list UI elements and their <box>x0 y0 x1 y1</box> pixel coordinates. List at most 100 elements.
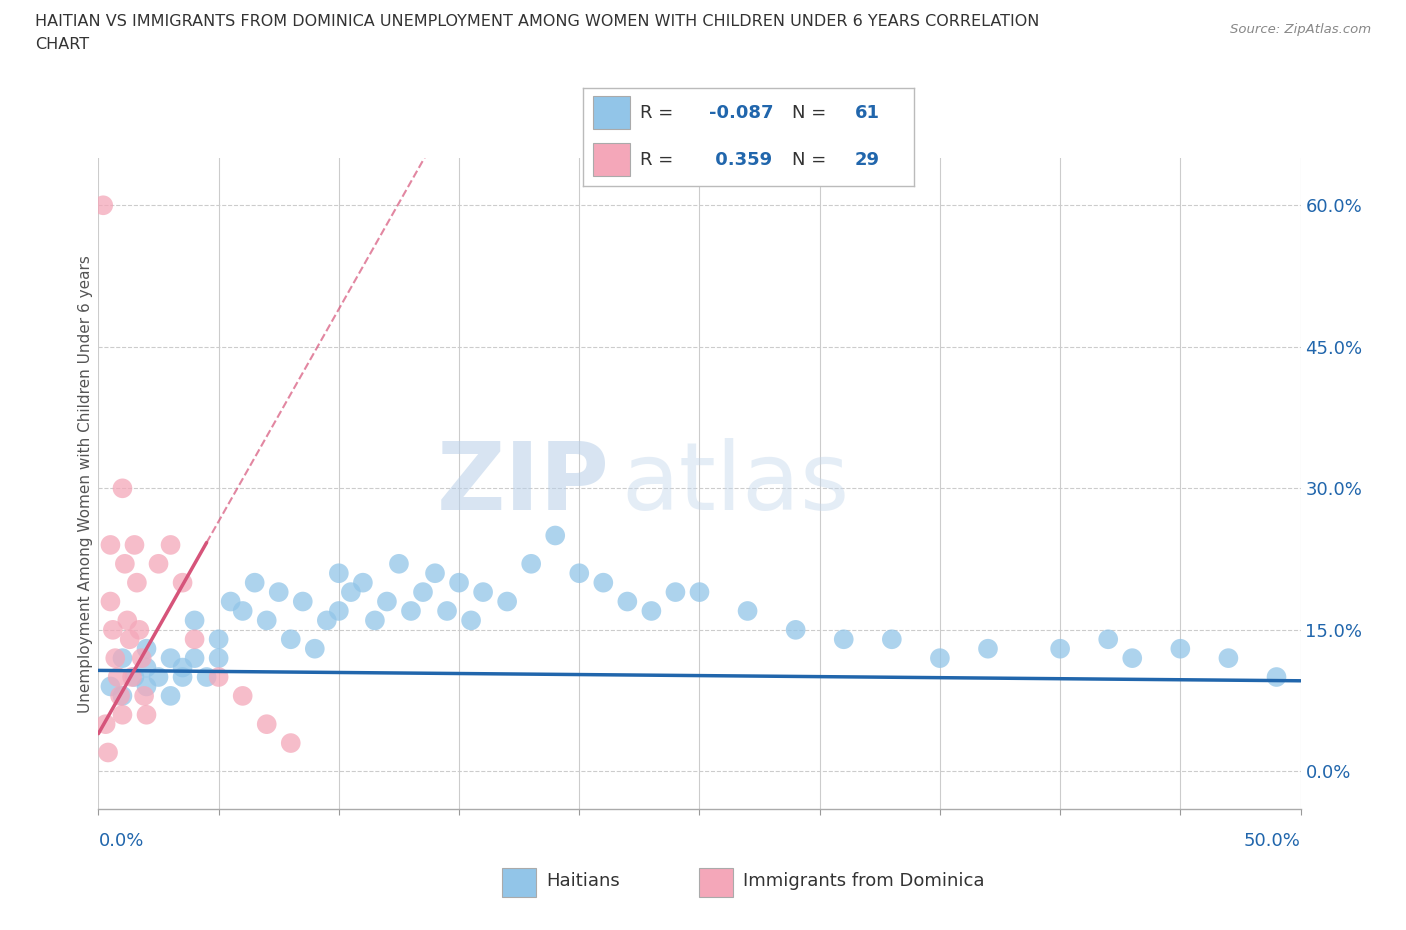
Text: -0.087: -0.087 <box>709 104 773 122</box>
Point <box>111 708 134 723</box>
Point <box>423 565 446 580</box>
Point <box>131 651 153 666</box>
Point <box>183 631 205 646</box>
Text: Immigrants from Dominica: Immigrants from Dominica <box>742 872 984 890</box>
Bar <box>593 96 630 129</box>
Point <box>328 565 350 580</box>
Point <box>159 651 181 666</box>
Point <box>135 642 157 657</box>
Point <box>785 622 807 637</box>
Point <box>340 585 363 600</box>
Point <box>107 670 129 684</box>
Point <box>388 556 411 571</box>
Text: CHART: CHART <box>35 37 89 52</box>
Text: ZIP: ZIP <box>436 438 609 529</box>
Point <box>1097 631 1119 646</box>
Bar <box>502 869 536 897</box>
Point <box>135 708 157 723</box>
Point <box>128 622 150 637</box>
Point <box>436 604 458 618</box>
Text: atlas: atlas <box>621 438 849 529</box>
Point <box>195 670 218 684</box>
Point <box>568 565 591 580</box>
Point <box>280 631 302 646</box>
Point <box>159 538 181 552</box>
Point <box>132 688 155 703</box>
Point <box>208 631 231 646</box>
Point <box>111 688 134 703</box>
Point <box>101 622 124 637</box>
Point <box>118 631 141 646</box>
Point <box>1265 670 1288 684</box>
Point <box>97 745 120 760</box>
Point <box>135 660 157 675</box>
Text: 0.359: 0.359 <box>709 151 772 168</box>
Point <box>640 604 662 618</box>
Point <box>737 604 759 618</box>
Point <box>208 651 231 666</box>
Point <box>832 631 855 646</box>
Point <box>135 679 157 694</box>
Bar <box>593 143 630 177</box>
Point <box>352 576 374 591</box>
Point <box>243 576 266 591</box>
Point <box>148 556 170 571</box>
Point <box>172 670 194 684</box>
Text: 0.0%: 0.0% <box>98 832 143 850</box>
Point <box>208 670 231 684</box>
Text: 61: 61 <box>855 104 879 122</box>
Text: N =: N = <box>792 151 825 168</box>
Point <box>375 594 398 609</box>
Point <box>100 538 122 552</box>
Point <box>267 585 290 600</box>
Point <box>100 679 122 694</box>
Point <box>291 594 314 609</box>
Point <box>91 198 114 213</box>
Text: 29: 29 <box>855 151 879 168</box>
Point <box>447 576 470 591</box>
Text: Source: ZipAtlas.com: Source: ZipAtlas.com <box>1230 23 1371 36</box>
Point <box>159 688 181 703</box>
Text: R =: R = <box>640 104 673 122</box>
Point <box>219 594 242 609</box>
Point <box>664 585 686 600</box>
Point <box>124 670 146 684</box>
Point <box>104 651 127 666</box>
Point <box>412 585 434 600</box>
Point <box>544 528 567 543</box>
Point <box>460 613 482 628</box>
Point <box>472 585 495 600</box>
Point <box>183 651 205 666</box>
Point <box>315 613 337 628</box>
Point <box>520 556 543 571</box>
Point <box>256 717 278 732</box>
Text: R =: R = <box>640 151 673 168</box>
Point <box>114 556 136 571</box>
Point <box>232 688 254 703</box>
Text: HAITIAN VS IMMIGRANTS FROM DOMINICA UNEMPLOYMENT AMONG WOMEN WITH CHILDREN UNDER: HAITIAN VS IMMIGRANTS FROM DOMINICA UNEM… <box>35 14 1039 29</box>
Text: N =: N = <box>792 104 825 122</box>
Point <box>172 576 194 591</box>
Point <box>100 594 122 609</box>
Point <box>1218 651 1240 666</box>
Text: Haitians: Haitians <box>546 872 620 890</box>
Point <box>94 717 117 732</box>
Point <box>304 642 326 657</box>
Point <box>148 670 170 684</box>
Point <box>111 481 134 496</box>
Point <box>183 613 205 628</box>
Point <box>280 736 302 751</box>
Point <box>616 594 638 609</box>
Text: 50.0%: 50.0% <box>1244 832 1301 850</box>
Point <box>364 613 387 628</box>
Point <box>108 688 131 703</box>
Point <box>124 538 146 552</box>
Y-axis label: Unemployment Among Women with Children Under 6 years: Unemployment Among Women with Children U… <box>77 255 93 712</box>
Point <box>1049 642 1071 657</box>
Point <box>496 594 519 609</box>
Point <box>117 613 139 628</box>
Point <box>1170 642 1192 657</box>
Point <box>328 604 350 618</box>
Point <box>880 631 903 646</box>
Point <box>928 651 950 666</box>
